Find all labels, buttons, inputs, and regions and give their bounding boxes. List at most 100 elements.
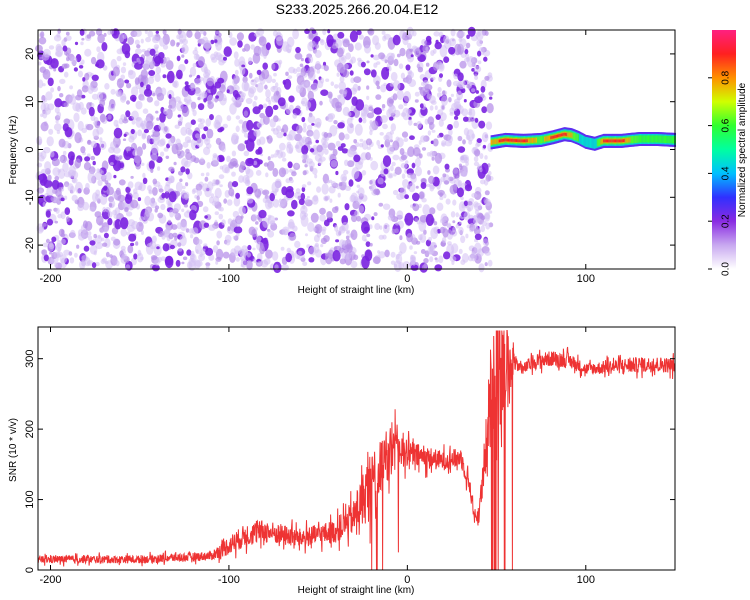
spectrogram-cell: [59, 78, 66, 85]
spectrogram-cell: [316, 144, 323, 153]
spectrogram-cell: [212, 154, 220, 165]
spectrogram-cell: [407, 146, 415, 157]
spectrogram-cell: [130, 199, 139, 209]
spectrogram-cell: [72, 177, 78, 184]
spectrogram-cell: [348, 43, 354, 53]
spectrogram-cell: [430, 227, 439, 240]
spectrogram-cell: [427, 39, 432, 43]
spectrogram-cell: [474, 96, 483, 104]
spectrogram-cell: [369, 224, 373, 230]
spectrogram-cell: [289, 179, 294, 184]
spectrogram-cell: [344, 159, 349, 166]
spectrogram-cell: [97, 33, 105, 44]
spectrogram-cell: [276, 150, 280, 153]
spectrogram-cell: [115, 260, 120, 267]
spectrogram-cell: [337, 94, 342, 99]
spectrogram-cell: [154, 208, 158, 213]
spectrogram-cell: [380, 115, 388, 123]
spectrogram-cell: [372, 35, 380, 46]
spectrogram-cell: [447, 135, 454, 144]
signal-cell: [508, 138, 511, 142]
spectrogram-cell: [123, 116, 128, 121]
spectrogram-cell: [145, 36, 152, 43]
spectrogram-cell: [62, 162, 69, 173]
signal-cell: [639, 135, 642, 143]
spectrogram-cell: [382, 203, 391, 210]
spectrogram-cell: [447, 241, 452, 246]
spectrogram-cell: [102, 206, 107, 213]
spectrogram-cell: [412, 147, 421, 157]
spectrogram-cell: [385, 131, 393, 143]
spectrogram-cell: [369, 242, 373, 247]
spectrogram-cell: [49, 259, 55, 264]
spectrogram-cell: [330, 81, 335, 86]
spectrogram-cell: [309, 71, 316, 81]
spectrogram-cell: [39, 66, 46, 73]
spectrogram-cell: [110, 88, 116, 95]
spectrogram-cell: [219, 206, 224, 212]
spectrogram-cell: [105, 172, 112, 181]
spectrogram-cell: [226, 89, 230, 94]
signal-cell: [585, 136, 587, 147]
spectrogram-cell: [389, 82, 395, 87]
signal-cell: [607, 139, 610, 143]
spectrogram-cell: [439, 192, 443, 197]
spectrogram-cell: [63, 249, 71, 256]
spectrogram-cell: [481, 106, 488, 114]
spectrogram-cell: [196, 195, 200, 201]
spectrogram-cell: [248, 226, 256, 236]
spectrogram-cell: [446, 222, 452, 228]
signal-cell: [643, 135, 645, 143]
spectrogram-cell: [244, 140, 248, 145]
spectrogram-cell: [254, 221, 259, 225]
spectrogram-cell: [258, 104, 264, 110]
colorbar: 0.0 0.2 0.4 0.6 0.8 Normalized spectral ampl…: [708, 30, 748, 276]
spectrogram-cell: [101, 175, 106, 180]
signal-cell: [548, 135, 551, 141]
spectrogram-cell: [369, 185, 374, 192]
spectrogram-cell: [186, 249, 192, 256]
spectrogram-cell: [271, 78, 276, 83]
spectrogram-cell: [90, 155, 96, 161]
spectrogram-cell: [477, 164, 483, 171]
spectrogram-cell: [243, 150, 250, 157]
spectrogram-cell: [227, 226, 231, 232]
spectrogram-cell: [394, 221, 400, 226]
spectrogram-cell: [376, 139, 381, 146]
spectrogram-cell: [323, 65, 329, 72]
signal-cell: [529, 138, 531, 143]
spectrogram-cell: [257, 122, 263, 129]
spectrogram-cell: [339, 258, 346, 265]
spectrogram-cell: [133, 253, 138, 260]
spectrogram-cell: [269, 118, 276, 128]
signal-cell: [628, 137, 630, 143]
signal-cell: [541, 136, 544, 144]
spectrogram-cell: [60, 211, 66, 220]
spectrogram-cell: [84, 72, 90, 81]
spectrogram-cell: [176, 55, 181, 62]
spectrogram-cell: [282, 228, 289, 236]
signal-cell: [537, 136, 540, 144]
spectrogram-cell: [440, 176, 446, 183]
spectrogram-cell: [337, 122, 345, 129]
spectrogram-cell: [278, 167, 287, 178]
spectrogram-cell: [87, 171, 95, 184]
spectrogram-cell: [291, 199, 298, 210]
spectrogram-cell: [342, 69, 350, 78]
spectrogram-cell: [165, 57, 170, 63]
spectrogram-cell: [154, 55, 162, 65]
spectrogram-cell: [471, 251, 476, 255]
spectrogram-cell: [286, 247, 291, 253]
spectrogram-cell: [471, 192, 478, 198]
spectrogram-cell: [57, 28, 61, 34]
signal-cell: [601, 139, 603, 144]
spectrogram-cell: [80, 41, 84, 46]
spectrogram-cell: [167, 219, 172, 224]
spectrogram-cell: [99, 140, 107, 150]
spectrogram-cell: [85, 182, 90, 190]
spectrogram-y-tick-label: 20: [24, 48, 36, 60]
spectrogram-cell: [258, 46, 266, 57]
spectrogram-cell: [144, 29, 148, 35]
spectrogram-cell: [317, 80, 324, 89]
